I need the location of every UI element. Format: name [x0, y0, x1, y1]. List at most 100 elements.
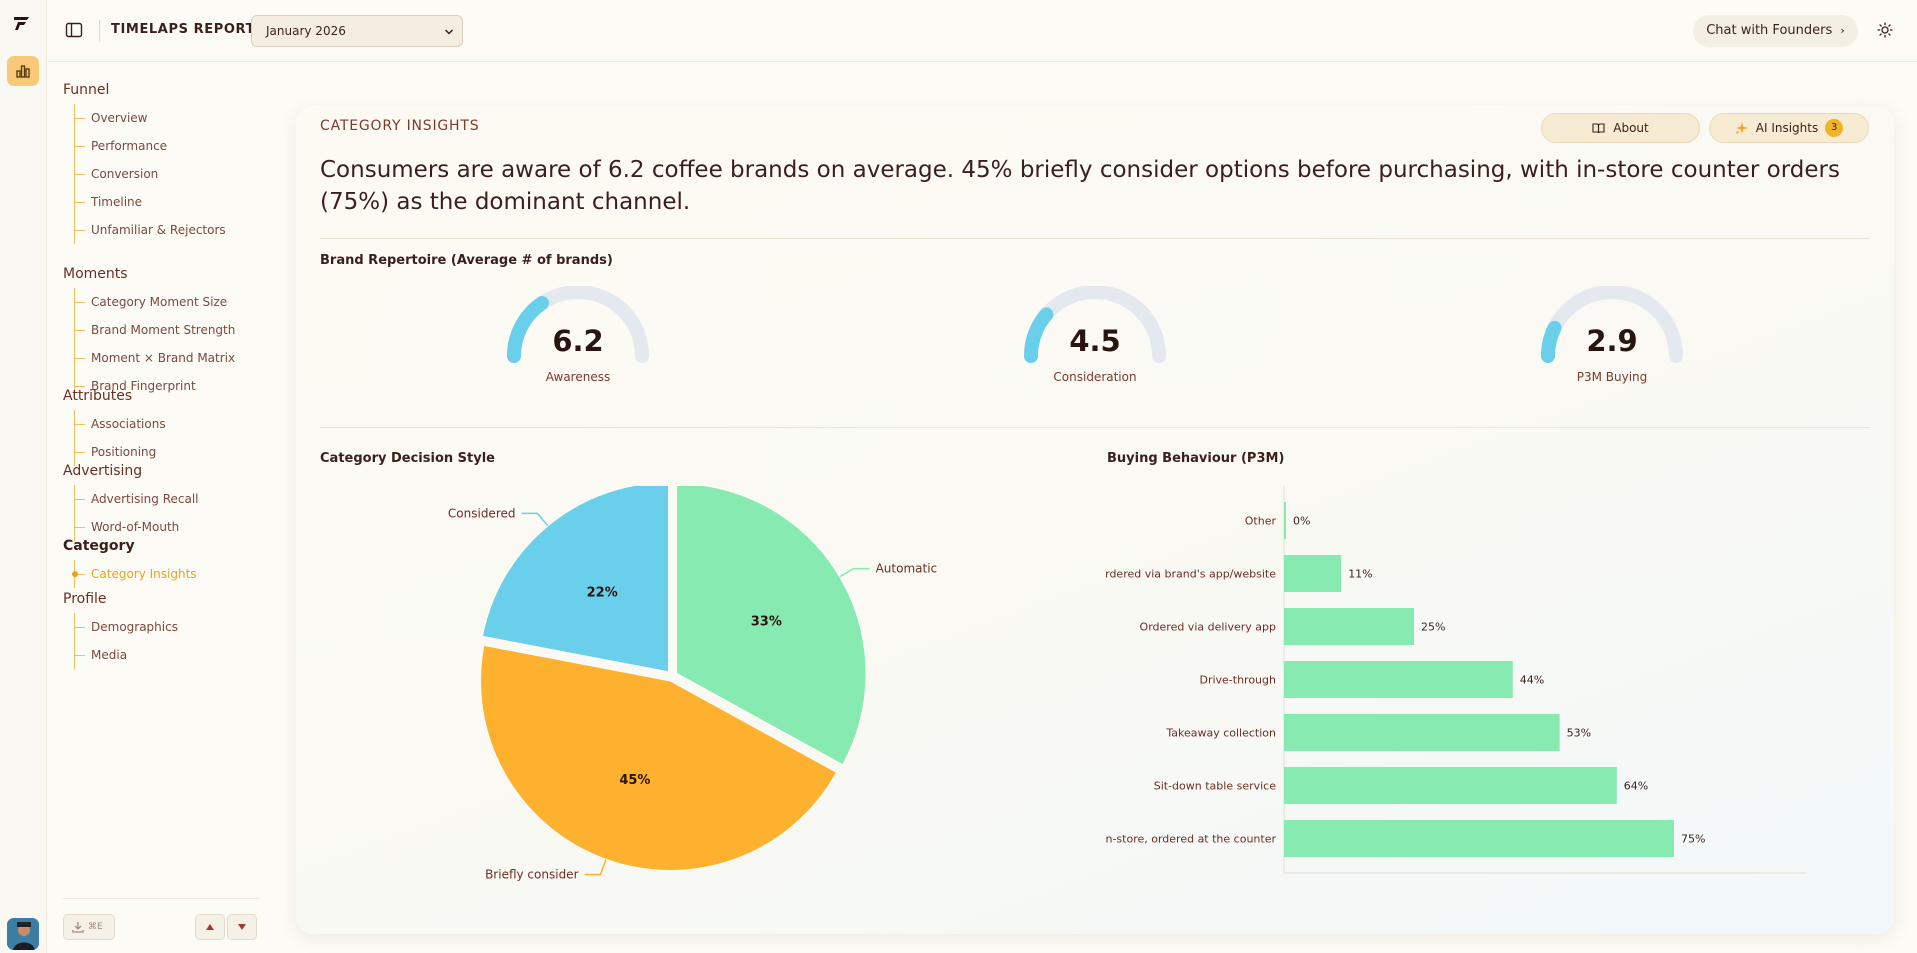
sidebar-group-profile: Demographics Media — [74, 613, 178, 669]
bar-category-label: In-store, ordered at the counter — [1106, 833, 1276, 846]
chat-button-label: Chat with Founders — [1706, 23, 1833, 38]
bar-ordered-via-delivery-app[interactable] — [1284, 608, 1414, 645]
pie-category-label: Briefly consider — [485, 868, 578, 882]
sidebar-section-category[interactable]: Category — [63, 538, 135, 554]
bar-value-label: 25% — [1421, 621, 1445, 634]
header-divider — [99, 20, 100, 42]
sidebar-item-brand-fingerprint[interactable]: Brand Fingerprint — [75, 372, 235, 400]
app-logo-icon[interactable] — [12, 14, 34, 32]
ai-insights-button[interactable]: AI Insights 3 — [1709, 113, 1869, 143]
bar-category-label: Takeaway collection — [1165, 727, 1276, 740]
sidebar-item-unfamiliar-rejectors[interactable]: Unfamiliar & Rejectors — [75, 216, 226, 244]
sidebar-section-profile[interactable]: Profile — [63, 591, 107, 607]
gauge-value: 2.9 — [1586, 324, 1638, 358]
ai-insights-label: AI Insights — [1755, 121, 1819, 135]
bar-value-label: 44% — [1520, 674, 1544, 687]
sidebar-group-category: Category Insights — [72, 560, 197, 588]
pie-slice-shape[interactable] — [481, 486, 670, 674]
sidebar-section-attributes[interactable]: Attributes — [63, 388, 133, 404]
sidebar-footer-divider — [63, 898, 259, 899]
pie-category-label: Considered — [448, 506, 516, 520]
theme-toggle-sun-icon[interactable] — [1877, 22, 1893, 38]
decision-style-pie-chart: 33% Automatic 45% Briefly consider 22% Consid… — [448, 486, 938, 882]
bar-drive-through[interactable] — [1284, 661, 1513, 698]
sidebar-item-positioning[interactable]: Positioning — [75, 438, 166, 466]
pie-slice-considered[interactable]: 22% Considered — [448, 486, 670, 674]
triangle-up-icon — [206, 924, 214, 930]
gauge-label: Consideration — [1053, 370, 1137, 384]
sidebar-item-advertising-recall[interactable]: Advertising Recall — [75, 485, 199, 513]
sidebar-item-word-of-mouth[interactable]: Word-of-Mouth — [75, 513, 199, 541]
top-header: TIMELAPS REPORT January 2026 Chat with F… — [47, 0, 1917, 62]
month-select[interactable]: January 2026 — [251, 15, 463, 47]
sidebar-item-performance[interactable]: Performance — [75, 132, 226, 160]
chevron-right-icon: › — [1840, 24, 1845, 37]
sidebar-toggle-icon[interactable] — [65, 21, 83, 39]
sidebar-section-moments[interactable]: Moments — [63, 266, 128, 282]
pie-leader-line — [584, 859, 607, 876]
category-insights-card: CATEGORY INSIGHTS About AI Insights 3 Co… — [296, 106, 1894, 934]
sidebar-item-associations[interactable]: Associations — [75, 410, 166, 438]
bar-value-label: 0% — [1293, 515, 1310, 528]
sidebar-item-overview[interactable]: Overview — [75, 104, 226, 132]
insight-headline: Consumers are aware of 6.2 coffee brands… — [320, 157, 1840, 215]
about-button[interactable]: About — [1541, 113, 1700, 143]
gauge-p3m-buying: 2.9 P3M Buying — [1532, 286, 1692, 396]
bar-other[interactable] — [1284, 502, 1286, 539]
about-label: About — [1613, 121, 1649, 135]
bar-category-label: Other — [1245, 515, 1277, 528]
gauge-fill — [1024, 307, 1054, 363]
export-button[interactable]: ⌘E — [63, 914, 115, 940]
sidebar-group-funnel: Overview Performance Conversion Timeline Unf… — [74, 104, 226, 244]
sidebar-item-category-insights[interactable]: Category Insights — [72, 560, 197, 588]
sidebar-section-advertising[interactable]: Advertising — [63, 463, 143, 479]
export-shortcut: ⌘E — [88, 922, 103, 932]
sidebar-group-moments: Category Moment Size Brand Moment Strengt… — [74, 288, 235, 400]
download-icon — [72, 922, 84, 933]
bar-category-label: Ordered via delivery app — [1140, 621, 1276, 634]
chat-with-founders-button[interactable]: Chat with Founders › — [1693, 15, 1858, 47]
bar-in-store-ordered-at-the-counter[interactable] — [1284, 820, 1674, 857]
user-avatar[interactable] — [7, 918, 39, 950]
scroll-up-button[interactable] — [195, 914, 225, 940]
sidebar-item-conversion[interactable]: Conversion — [75, 160, 226, 188]
bar-value-label: 64% — [1624, 780, 1648, 793]
chevron-down-icon — [444, 29, 454, 35]
pie-slice-shape[interactable] — [675, 486, 867, 767]
sidebar-nav: Funnel Overview Performance Conversion Timel… — [47, 62, 267, 953]
pie-value-label: 33% — [751, 614, 782, 629]
gauge-label: P3M Buying — [1576, 370, 1648, 384]
headline-divider — [320, 238, 1870, 239]
pie-value-label: 45% — [619, 773, 650, 788]
gauge-label: Awareness — [545, 370, 611, 384]
report-title: TIMELAPS REPORT — [111, 22, 256, 37]
bar-takeaway-collection[interactable] — [1284, 714, 1560, 751]
buying-behaviour-title: Buying Behaviour (P3M) — [1107, 451, 1285, 466]
bar-category-label: Sit-down table service — [1154, 780, 1276, 793]
gauge-value: 6.2 — [552, 324, 604, 358]
sidebar-section-funnel[interactable]: Funnel — [63, 82, 110, 98]
pie-value-label: 22% — [587, 586, 618, 601]
bar-sit-down-table-service[interactable] — [1284, 767, 1617, 804]
icon-rail — [0, 0, 47, 953]
bar-chart-icon — [16, 65, 30, 78]
sidebar-item-category-moment-size[interactable]: Category Moment Size — [75, 288, 235, 316]
bar-category-label: Ordered via brand's app/website — [1106, 568, 1276, 581]
sidebar-item-brand-moment-strength[interactable]: Brand Moment Strength — [75, 316, 235, 344]
gauge-fill — [507, 296, 550, 363]
bar-value-label: 75% — [1681, 833, 1705, 846]
bar-category-label: Drive-through — [1199, 674, 1276, 687]
gauge-awareness: 6.2 Awareness — [498, 286, 658, 396]
triangle-down-icon — [238, 924, 246, 930]
report-nav-button[interactable] — [7, 56, 39, 86]
sidebar-item-moment-brand-matrix[interactable]: Moment × Brand Matrix — [75, 344, 235, 372]
sidebar-item-demographics[interactable]: Demographics — [75, 613, 178, 641]
sidebar-item-media[interactable]: Media — [75, 641, 178, 669]
pie-slice-automatic[interactable]: 33% Automatic — [675, 486, 938, 767]
pie-slice-briefly-consider[interactable]: 45% Briefly consider — [479, 644, 838, 882]
scroll-down-button[interactable] — [227, 914, 257, 940]
pie-slice-shape[interactable] — [479, 644, 838, 872]
sidebar-item-timeline[interactable]: Timeline — [75, 188, 226, 216]
pie-category-label: Automatic — [876, 562, 938, 576]
bar-ordered-via-brand-s-app-website[interactable] — [1284, 555, 1342, 592]
